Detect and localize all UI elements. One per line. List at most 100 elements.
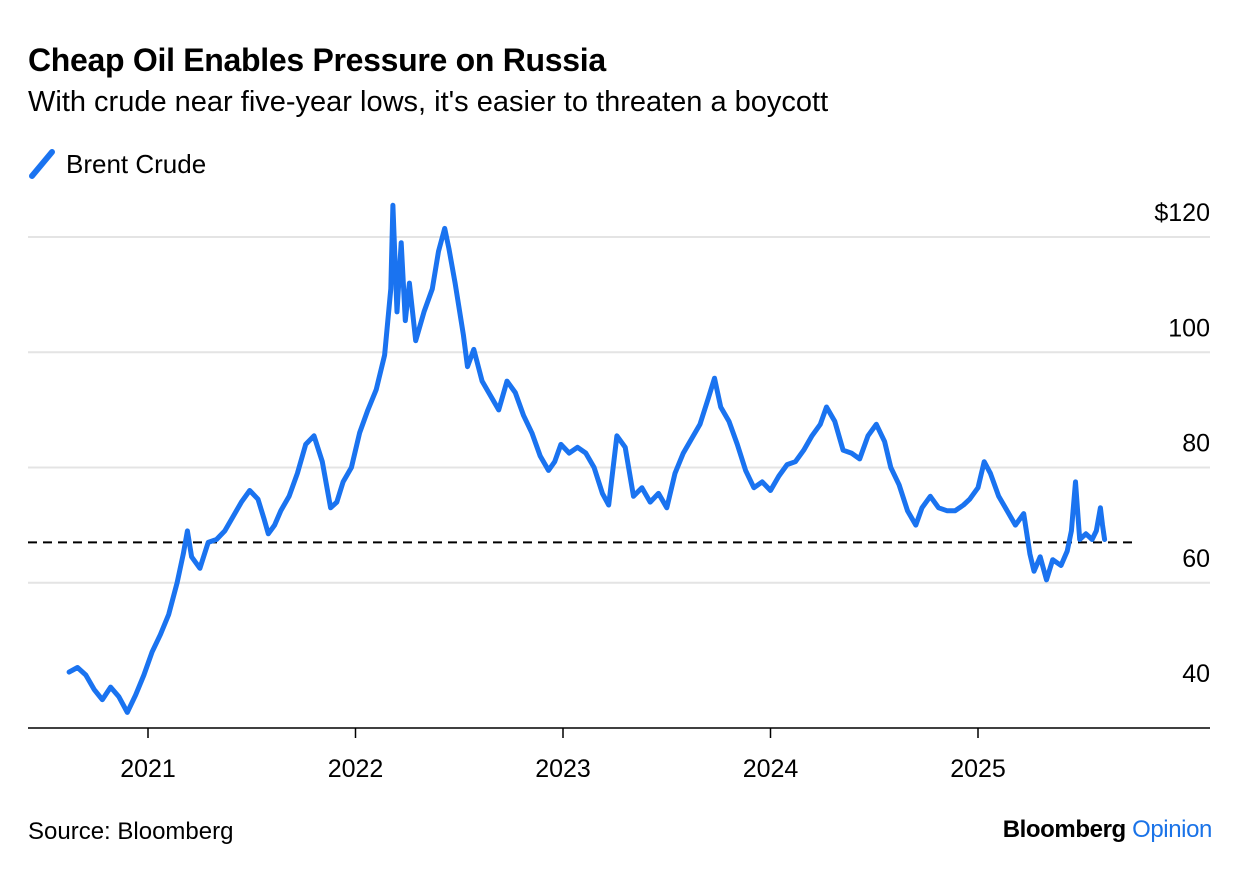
data-point-0-120 — [978, 487, 979, 488]
data-point-0-108 — [884, 441, 885, 442]
data-point-0-85 — [700, 424, 701, 425]
y-tick-label-120: $120 — [1154, 199, 1210, 227]
data-point-0-116 — [946, 510, 947, 511]
data-point-0-50 — [432, 288, 433, 289]
data-point-0-51 — [438, 251, 439, 252]
data-point-0-133 — [1067, 551, 1068, 552]
data-point-0-45 — [401, 242, 402, 243]
data-point-0-5 — [110, 687, 111, 688]
data-point-0-103 — [843, 450, 844, 451]
data-point-0-32 — [314, 435, 315, 436]
data-point-0-63 — [523, 415, 524, 416]
data-point-0-130 — [1046, 579, 1047, 580]
data-point-0-93 — [762, 481, 763, 482]
data-point-0-8 — [135, 695, 136, 696]
data-point-0-7 — [127, 712, 128, 713]
data-point-0-109 — [890, 467, 891, 468]
data-point-0-111 — [907, 510, 908, 511]
data-point-0-33 — [322, 461, 323, 462]
data-point-0-24 — [258, 499, 259, 500]
data-point-0-132 — [1061, 565, 1062, 566]
data-point-0-104 — [851, 453, 852, 454]
data-point-0-125 — [1015, 525, 1016, 526]
data-point-0-11 — [160, 634, 161, 635]
x-tick-label-2024: 2024 — [743, 755, 799, 783]
data-point-0-84 — [691, 438, 692, 439]
data-point-0-87 — [714, 378, 715, 379]
data-point-0-124 — [1007, 510, 1008, 511]
data-point-0-140 — [1100, 507, 1101, 508]
data-point-0-131 — [1052, 559, 1053, 560]
data-point-0-114 — [930, 496, 931, 497]
data-point-0-48 — [415, 340, 416, 341]
data-point-0-4 — [102, 699, 103, 700]
data-point-0-12 — [168, 614, 169, 615]
x-tick-label-2021: 2021 — [120, 755, 176, 783]
data-point-0-142 — [1104, 539, 1105, 540]
data-point-0-81 — [666, 507, 667, 508]
data-point-0-82 — [675, 473, 676, 474]
data-point-0-59 — [490, 395, 491, 396]
data-point-0-40 — [376, 389, 377, 390]
data-point-0-72 — [594, 467, 595, 468]
data-point-0-106 — [868, 435, 869, 436]
data-point-0-83 — [683, 453, 684, 454]
data-point-0-78 — [641, 487, 642, 488]
gridlines — [28, 236, 1210, 584]
series-group — [66, 202, 1108, 715]
data-point-0-58 — [482, 381, 483, 382]
data-point-0-26 — [268, 533, 269, 534]
data-point-0-113 — [922, 507, 923, 508]
data-point-0-134 — [1071, 530, 1072, 531]
data-point-0-25 — [264, 519, 265, 520]
data-point-0-41 — [384, 355, 385, 356]
data-point-0-91 — [745, 470, 746, 471]
data-point-0-123 — [998, 496, 999, 497]
data-point-0-73 — [602, 493, 603, 494]
data-point-0-1 — [77, 667, 78, 668]
data-point-0-77 — [633, 496, 634, 497]
series-line-brent-crude — [66, 202, 1108, 715]
data-point-0-135 — [1075, 481, 1076, 482]
brand-opinion: Opinion — [1132, 816, 1212, 843]
data-point-0-20 — [224, 530, 225, 531]
data-point-0-74 — [608, 505, 609, 506]
y-tick-label-80: 80 — [1182, 430, 1210, 458]
data-point-0-92 — [753, 487, 754, 488]
data-point-0-31 — [305, 444, 306, 445]
data-point-0-47 — [409, 283, 410, 284]
data-point-0-139 — [1096, 530, 1097, 531]
data-point-0-122 — [990, 473, 991, 474]
brand-bloomberg: Bloomberg — [1002, 816, 1126, 843]
x-tick-label-2025: 2025 — [950, 755, 1006, 783]
data-point-0-10 — [152, 651, 153, 652]
legend: Brent Crude — [28, 148, 206, 180]
data-point-0-13 — [177, 582, 178, 583]
data-point-0-126 — [1023, 513, 1024, 514]
data-point-0-141 — [1102, 525, 1103, 526]
data-point-0-30 — [297, 473, 298, 474]
data-point-0-46 — [405, 320, 406, 321]
data-point-0-44 — [397, 311, 398, 312]
data-point-0-64 — [531, 432, 532, 433]
data-point-0-2 — [85, 675, 86, 676]
data-point-0-55 — [463, 335, 464, 336]
data-point-0-129 — [1040, 556, 1041, 557]
data-point-0-9 — [143, 675, 144, 676]
chart-subtitle: With crude near five-year lows, it's eas… — [28, 86, 829, 118]
data-point-0-90 — [737, 444, 738, 445]
data-point-0-62 — [515, 392, 516, 393]
chart-title: Cheap Oil Enables Pressure on Russia — [28, 42, 606, 78]
data-point-0-34 — [330, 507, 331, 508]
data-point-0-86 — [708, 398, 709, 399]
data-point-0-118 — [963, 505, 964, 506]
data-point-0-117 — [955, 510, 956, 511]
data-point-0-89 — [729, 421, 730, 422]
data-point-0-75 — [616, 435, 617, 436]
data-point-0-68 — [560, 444, 561, 445]
data-point-0-88 — [720, 407, 721, 408]
data-point-0-105 — [859, 458, 860, 459]
data-point-0-15 — [187, 530, 188, 531]
data-point-0-115 — [938, 507, 939, 508]
data-point-0-42 — [390, 288, 391, 289]
